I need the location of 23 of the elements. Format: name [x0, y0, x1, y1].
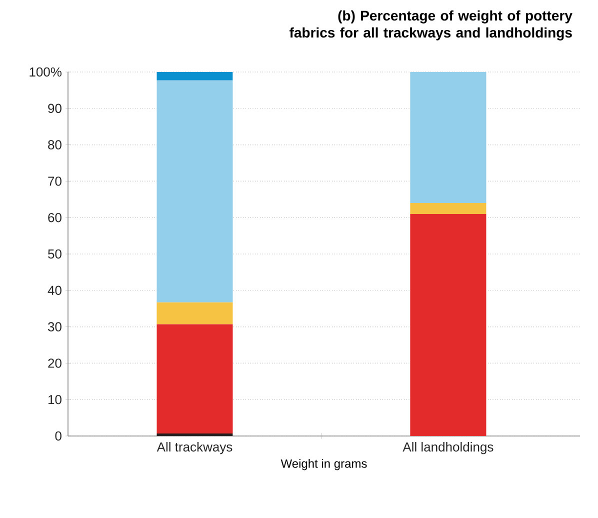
bar	[410, 72, 486, 204]
y-tick-label: 30	[48, 322, 62, 332]
y-tick-label: 70	[48, 176, 62, 186]
y-tick-label: 10	[48, 394, 62, 404]
x-tick-label: All landholdings	[402, 442, 494, 454]
bar	[410, 203, 486, 214]
bar	[156, 433, 233, 436]
x-axis-title: Weight in grams	[280, 459, 367, 470]
bar	[410, 214, 486, 436]
bar	[156, 302, 233, 324]
y-tick-label: 80	[48, 140, 62, 150]
chart-title: (b) Percentage of weight of pottery fabrics for all trackways and landholdings	[290, 10, 572, 40]
x-tick-label: All trackways	[156, 442, 232, 454]
bar	[156, 324, 233, 434]
y-tick-label: 0	[55, 431, 62, 441]
y-tick-label: 60	[48, 212, 62, 222]
y-tick-label: 90	[48, 104, 62, 113]
y-tick-label: 40	[48, 286, 62, 295]
bar	[156, 72, 233, 80]
y-tick-label: 100%	[30, 67, 62, 77]
y-tick-label: 20	[48, 358, 62, 368]
bar	[156, 80, 233, 302]
y-tick-label: 50	[48, 249, 62, 259]
